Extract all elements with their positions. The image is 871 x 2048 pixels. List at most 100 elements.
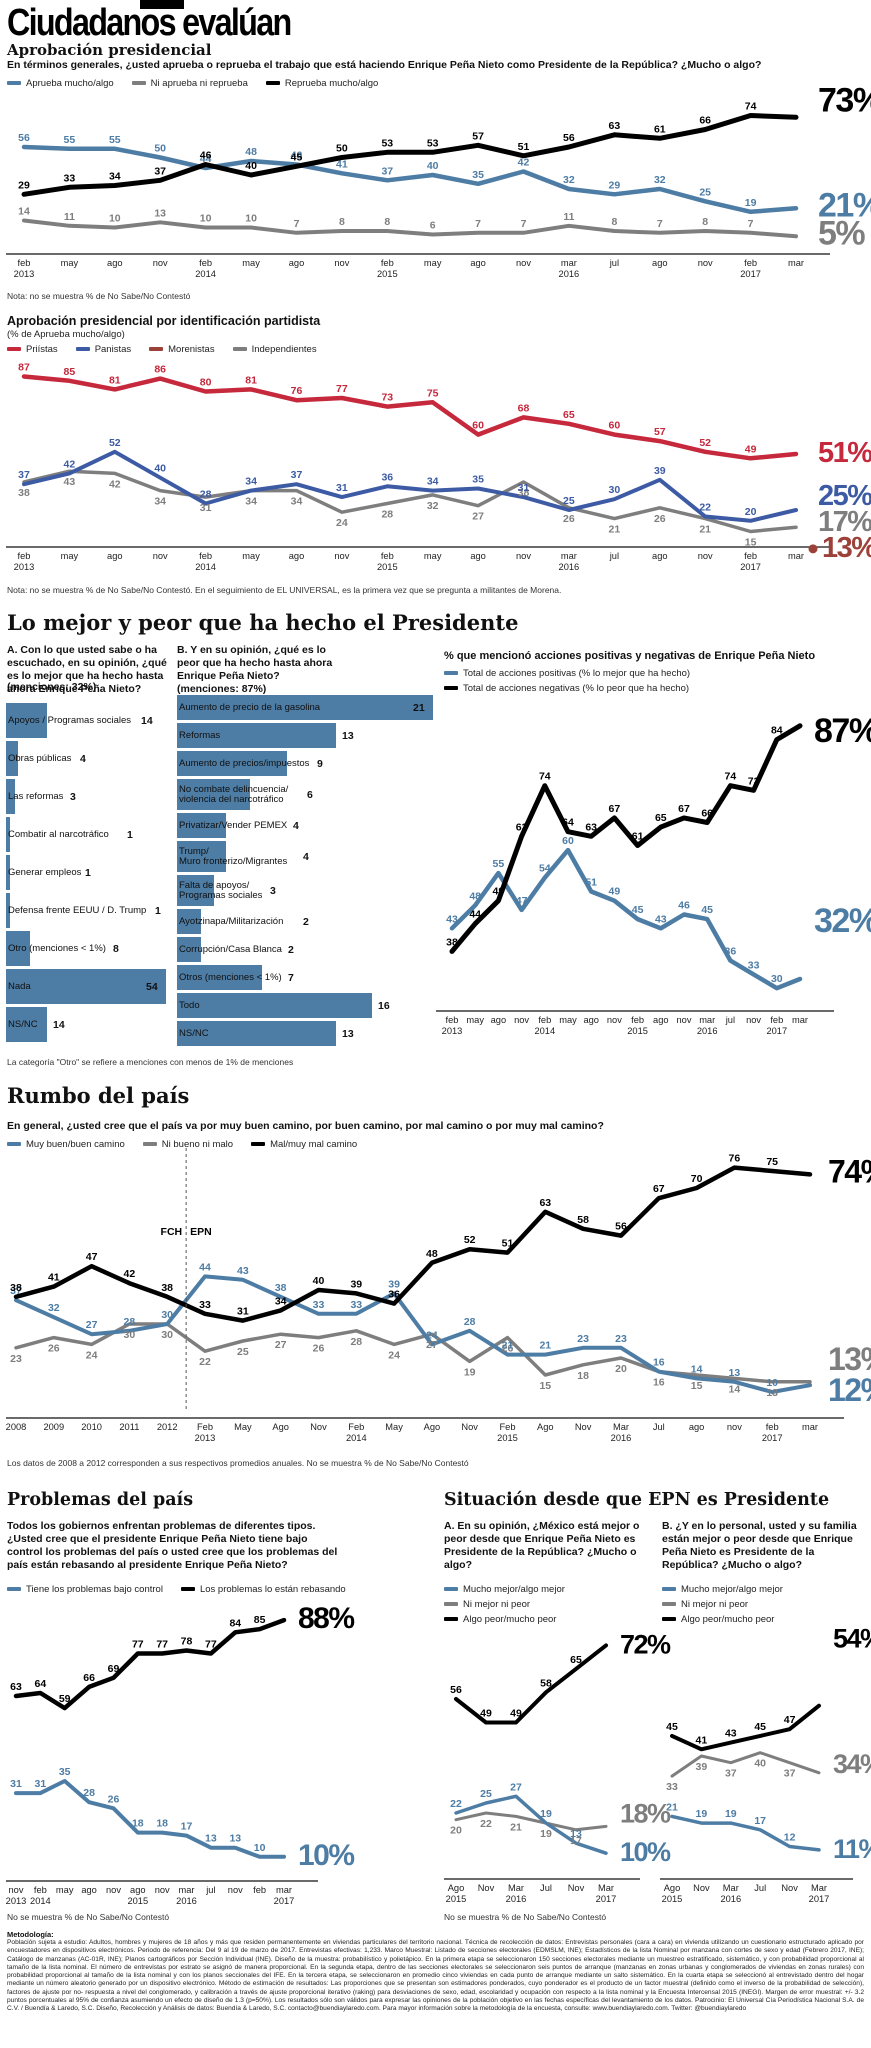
point-label: 8 bbox=[384, 216, 390, 228]
section2-heading: Aprobación presidencial por identificaci… bbox=[7, 314, 321, 328]
x-tick-label: nov bbox=[106, 1885, 121, 1895]
x-tick-year: 2015 bbox=[627, 1026, 648, 1036]
legend-item: Mal/muy mal camino bbox=[251, 1139, 357, 1150]
point-label: 30 bbox=[161, 1329, 173, 1341]
x-tick-year: 2014 bbox=[30, 1896, 51, 1906]
section4-legend: Muy buen/buen camino Ni bueno ni malo Mal/… bbox=[7, 1139, 375, 1150]
bar-row: Falta de apoyos/Programas sociales 3 bbox=[177, 874, 435, 908]
point-label: 21 bbox=[502, 1340, 514, 1352]
bar-label: Aumento de precios/impuestos bbox=[179, 757, 310, 769]
point-label: 55 bbox=[109, 134, 121, 146]
point-label: 68 bbox=[518, 402, 530, 414]
x-tick-label: may bbox=[559, 1015, 577, 1025]
section3-right-title: % que mencionó acciones positivas y nega… bbox=[444, 650, 816, 662]
legend-item: Los problemas lo están rebasando bbox=[180, 1584, 346, 1595]
point-label: 23 bbox=[10, 1353, 22, 1365]
final-value-label: 5% bbox=[818, 214, 865, 252]
bar-label: NS/NC bbox=[179, 1027, 209, 1039]
point-label: 66 bbox=[83, 1672, 95, 1684]
final-value-label: 32% bbox=[814, 902, 871, 940]
bar-label: Todo bbox=[179, 999, 200, 1011]
point-label: 42 bbox=[64, 458, 76, 470]
section1-heading: Aprobación presidencial bbox=[7, 41, 212, 59]
point-label: 43 bbox=[725, 1728, 737, 1740]
point-label: 48 bbox=[469, 890, 481, 902]
point-label: 57 bbox=[654, 426, 666, 438]
legend-label: Morenistas bbox=[168, 344, 215, 355]
point-label: 84 bbox=[771, 725, 783, 737]
x-tick-label: feb bbox=[744, 258, 757, 268]
section3-mentions-b: (menciones: 87%) bbox=[177, 683, 267, 695]
point-label: 17 bbox=[181, 1821, 193, 1833]
point-label: 58 bbox=[540, 1677, 552, 1689]
page-title: Ciudadanos evalúan bbox=[7, 2, 292, 44]
point-label: 65 bbox=[655, 812, 667, 824]
section1-legend: Aprueba mucho/algo Ni aprueba ni reprueba… bbox=[7, 78, 396, 89]
bar bbox=[177, 695, 433, 720]
point-label: 52 bbox=[699, 437, 711, 449]
section6-legend-b: Mucho mejor/algo mejor Ni mejor ni peor Al… bbox=[662, 1584, 783, 1629]
legend-swatch-icon bbox=[251, 1142, 266, 1147]
bar-row: Obras públicas 4 bbox=[6, 740, 178, 778]
point-label: 42 bbox=[109, 478, 121, 490]
x-tick-label: jul bbox=[609, 258, 619, 268]
x-tick-label: ago bbox=[652, 258, 668, 268]
bar-row: Defensa frente EEUU / D. Trump 1 bbox=[6, 892, 178, 930]
point-label: 10 bbox=[766, 1377, 778, 1389]
legend-label: Ni mejor ni peor bbox=[463, 1599, 531, 1610]
point-label: 49 bbox=[493, 886, 505, 898]
point-label: 42 bbox=[518, 157, 530, 169]
point-label: 67 bbox=[653, 1183, 665, 1195]
point-label: 27 bbox=[510, 1781, 522, 1793]
point-label: 13 bbox=[154, 207, 166, 219]
point-label: 53 bbox=[427, 137, 439, 149]
point-label: 45 bbox=[632, 904, 644, 916]
bar-label: Apoyos / Programas sociales bbox=[8, 714, 132, 726]
legend-item: Ni aprueba ni reprueba bbox=[131, 78, 248, 89]
x-tick-label: Nov bbox=[575, 1422, 592, 1432]
x-tick-label: nov bbox=[746, 1015, 761, 1025]
legend-item: Mucho mejor/algo mejor bbox=[444, 1584, 565, 1595]
point-label: 29 bbox=[609, 179, 621, 191]
legend-swatch-icon bbox=[7, 1142, 21, 1147]
x-tick-label: feb bbox=[381, 551, 394, 561]
series-line bbox=[21, 144, 799, 215]
x-tick-label: ago bbox=[81, 1885, 97, 1895]
point-label: 31 bbox=[336, 482, 348, 494]
series-line bbox=[670, 1751, 821, 1778]
point-label: 26 bbox=[48, 1343, 60, 1355]
section6-legend-a: Mucho mejor/algo mejor Ni mejor ni peor Al… bbox=[444, 1584, 565, 1629]
x-tick-label: nov bbox=[516, 551, 531, 561]
series-line bbox=[13, 1165, 813, 1323]
bar-value: 1 bbox=[155, 905, 161, 917]
bar bbox=[177, 1021, 336, 1046]
x-tick-label: ago bbox=[107, 258, 123, 268]
point-label: 27 bbox=[275, 1339, 287, 1351]
bar bbox=[177, 841, 226, 872]
bar-value: 3 bbox=[70, 791, 76, 803]
point-label: 19 bbox=[725, 1808, 737, 1820]
legend-item: Mucho mejor/algo mejor bbox=[662, 1584, 783, 1595]
section4-note: Los datos de 2008 a 2012 corresponden a … bbox=[7, 1458, 469, 1468]
x-tick-year: 2016 bbox=[697, 1026, 718, 1036]
legend-label: Muy buen/buen camino bbox=[26, 1139, 125, 1150]
bar-row: Ayotzinapa/Militarización 2 bbox=[177, 908, 435, 936]
bar-row: Nada 54 bbox=[6, 968, 178, 1006]
point-label: 28 bbox=[464, 1316, 476, 1328]
point-label: 13 bbox=[729, 1367, 741, 1379]
x-tick-label: ago bbox=[653, 1015, 669, 1025]
bar-label: Reformas bbox=[179, 729, 221, 741]
legend-item: Ni mejor ni peor bbox=[662, 1599, 783, 1610]
point-label: 8 bbox=[611, 216, 617, 228]
point-label: 39 bbox=[350, 1278, 362, 1290]
point-label: 32 bbox=[48, 1302, 60, 1314]
series-line bbox=[670, 1814, 821, 1852]
point-label: 38 bbox=[275, 1282, 287, 1294]
point-label: 75 bbox=[766, 1156, 778, 1168]
bar-row: Generar empleos 1 bbox=[6, 854, 178, 892]
bar-value: 13 bbox=[342, 730, 354, 742]
point-label: 55 bbox=[64, 134, 76, 146]
x-tick-label: jul bbox=[609, 551, 619, 561]
point-label: 14 bbox=[691, 1363, 703, 1375]
